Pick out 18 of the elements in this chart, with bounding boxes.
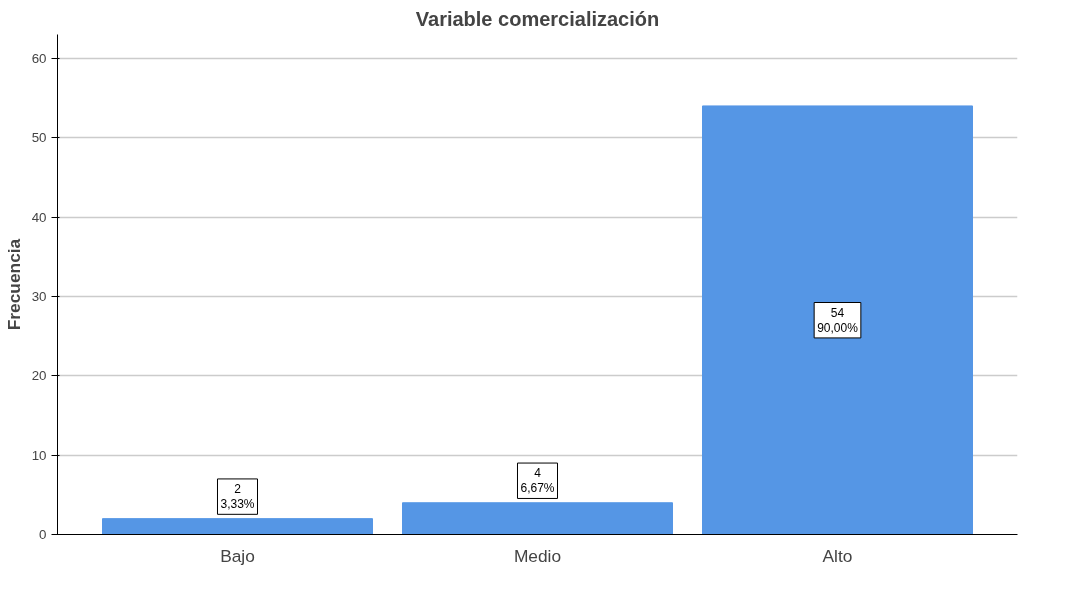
bar bbox=[402, 502, 673, 535]
y-tick-label: 10 bbox=[31, 447, 47, 463]
chart-title: Variable comercialización bbox=[415, 7, 660, 30]
bar bbox=[102, 518, 373, 535]
x-tick-label: Bajo bbox=[220, 545, 255, 566]
x-tick-label: Alto bbox=[822, 545, 853, 566]
y-tick-label: 40 bbox=[31, 209, 47, 225]
x-tick-label: Medio bbox=[513, 545, 562, 566]
y-tick-label: 60 bbox=[31, 50, 47, 66]
y-tick-label: 0 bbox=[39, 527, 47, 542]
y-axis-title: Frecuencia bbox=[3, 238, 24, 331]
y-tick-label: 50 bbox=[31, 130, 47, 146]
y-tick-label: 30 bbox=[31, 288, 47, 304]
bar bbox=[702, 105, 973, 535]
data-label: 4 6,67% bbox=[520, 466, 555, 496]
y-tick-label: 20 bbox=[31, 368, 47, 384]
data-label: 2 3,33% bbox=[220, 481, 255, 512]
data-label: 54 90,00% bbox=[817, 305, 859, 335]
